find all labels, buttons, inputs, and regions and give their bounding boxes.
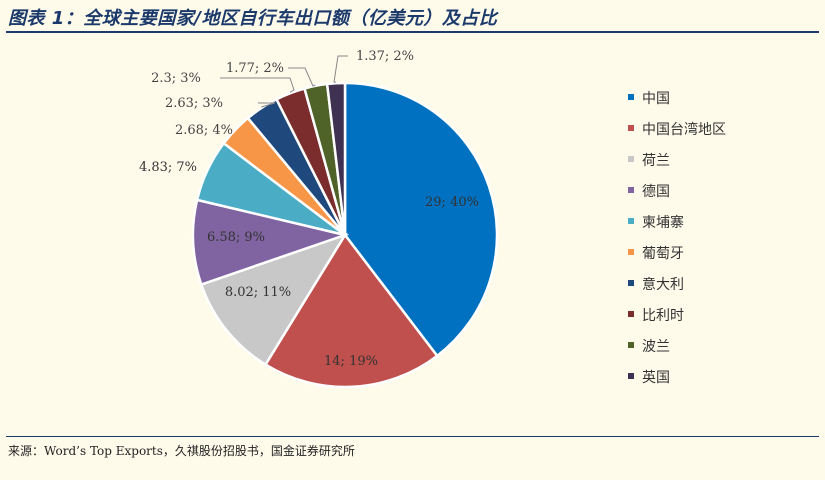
legend-swatch-4 [628, 187, 634, 193]
legend-swatch-10 [628, 373, 634, 379]
legend-swatch-1 [628, 94, 634, 100]
slice-label-9: 1.77; 2% [226, 61, 284, 76]
legend-swatch-8 [628, 311, 634, 317]
legend-swatch-6 [628, 249, 634, 255]
chart-title: 图表 1：全球主要国家/地区自行车出口额（亿美元）及占比 [8, 8, 498, 29]
slice-label-5: 4.83; 7% [139, 160, 197, 175]
legend-label-2: 中国台湾地区 [642, 121, 726, 138]
legend-label-4: 德国 [642, 184, 670, 200]
slice-label-6: 2.68; 4% [175, 123, 233, 138]
source-note: 来源：Word’s Top Exports，久祺股份招股书，国金证券研究所 [8, 444, 355, 458]
legend-label-5: 柬埔寨 [642, 214, 684, 231]
leader-line-10 [333, 55, 348, 83]
pie-slice-3 [199, 232, 348, 367]
legend-label-6: 葡萄牙 [642, 246, 684, 262]
slice-label-2: 14; 19% [324, 354, 378, 369]
title-rule [6, 31, 819, 33]
legend-swatch-2 [628, 125, 634, 131]
pie-slice-1 [343, 81, 499, 358]
legend-label-3: 荷兰 [642, 153, 670, 169]
legend-label-7: 意大利 [642, 276, 684, 293]
legend-swatch-3 [628, 156, 634, 162]
legend-label-1: 中国 [642, 91, 670, 107]
legend-swatch-7 [628, 280, 634, 286]
slice-label-4: 6.58; 9% [207, 230, 265, 245]
legend-label-8: 比利时 [642, 308, 684, 324]
source-rule [6, 436, 819, 437]
pie-slice-10 [325, 81, 347, 236]
legend-label-9: 波兰 [642, 339, 670, 355]
leader-line-9 [288, 67, 316, 87]
slice-label-8: 2.3; 3% [151, 71, 201, 86]
slice-label-3: 8.02; 11% [225, 285, 291, 300]
pie-slice-4 [191, 198, 350, 287]
slice-label-7: 2.63; 3% [165, 96, 223, 111]
leader-line-8 [220, 77, 295, 93]
legend-label-10: 英国 [642, 369, 670, 386]
leader-line-7 [258, 102, 276, 108]
slice-label-10: 1.37; 2% [356, 49, 414, 64]
pie-slice-2 [263, 232, 439, 389]
slice-label-1: 29; 40% [425, 195, 479, 210]
legend-swatch-9 [628, 342, 634, 348]
legend-swatch-5 [628, 218, 634, 224]
